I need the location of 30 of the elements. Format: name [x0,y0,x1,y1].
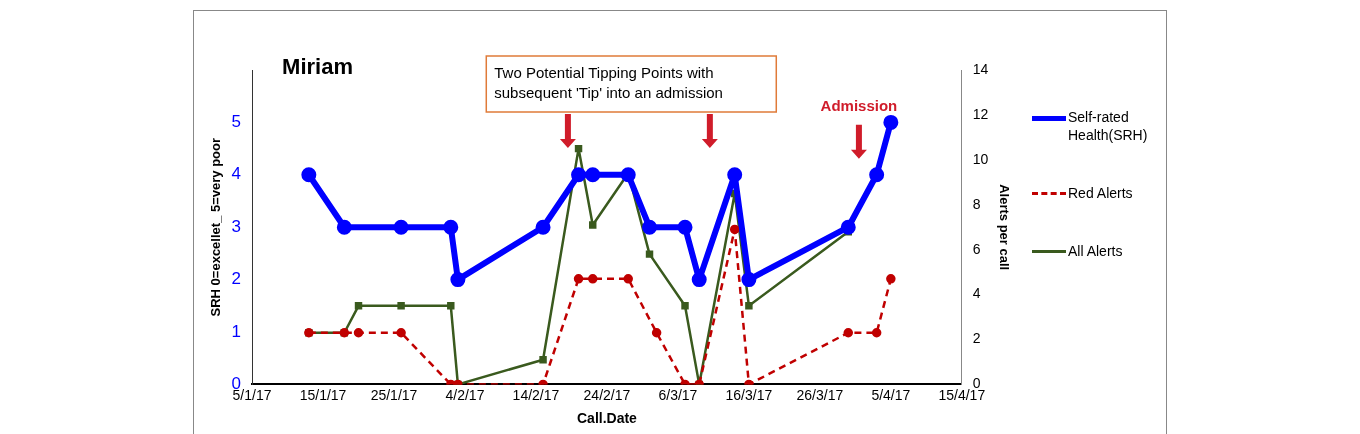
y-tick-label: 5 [231,112,242,132]
x-tick-label: 24/2/17 [583,386,631,403]
y-tick-label: 3 [231,216,242,236]
annotation: Admission [820,96,898,114]
x-tick-label: 6/3/17 [658,386,698,403]
y2-tick-label: 2 [972,330,981,347]
y-tick-label: 2 [231,269,242,289]
y2-tick-label: 4 [972,285,981,302]
legend-label: Self-rated Health(SRH) [1068,108,1149,144]
chart-title: Miriam [282,54,353,79]
x-tick-label: 16/3/17 [725,386,773,403]
x-tick-label: 14/2/17 [512,386,560,403]
y-tick-label: 1 [231,321,242,341]
legend-label: Red Alerts [1068,184,1133,202]
x-tick-label: 25/1/17 [370,386,418,403]
legend-label: All Alerts [1068,242,1123,260]
y2-tick-label: 10 [972,150,989,167]
x-tick-label: 26/3/17 [796,386,844,403]
y2-tick-label: 6 [972,240,981,257]
y2-tick-label: 8 [972,195,981,212]
y-tick-label: 4 [231,164,242,184]
y-axis-title: SRH 0=excellet_ 5=very poor [208,137,224,317]
y2-axis-title: Alerts per call [996,184,1012,271]
y2-tick-label: 12 [972,105,989,122]
x-tick-label: 5/4/17 [871,386,911,403]
annotation: Two Potential Tipping Points with subsequent 'Tip' into an admission [494,64,723,101]
y2-tick-label: 14 [972,60,989,77]
x-axis-title: Call.Date [576,410,638,427]
x-tick-label: 4/2/17 [445,386,485,403]
x-tick-label: 15/1/17 [299,386,347,403]
